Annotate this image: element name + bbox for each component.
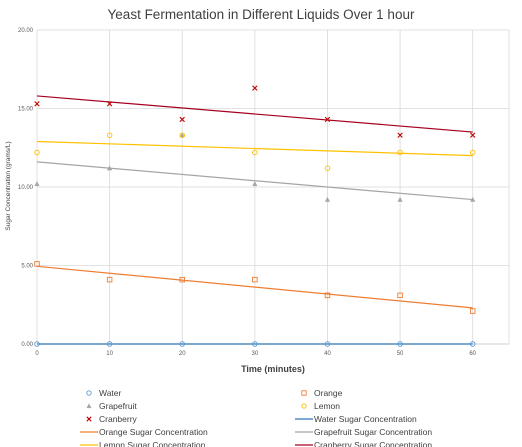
x-tick-label: 20 [179,351,186,357]
chart-title: Yeast Fermentation in Different Liquids … [108,7,415,22]
x-tick-label: 30 [252,351,259,357]
x-tick-label: 0 [35,351,39,357]
legend-label: Cranberry Sugar Concentration [314,440,432,447]
data-points [34,85,476,347]
x-axis-label: Time (minutes) [241,364,305,374]
grid-lines [36,29,510,345]
data-point-lemon [179,132,185,138]
data-point-orange [252,276,258,283]
y-tick-label: 0.00 [21,342,33,348]
data-point-lemon [397,149,403,156]
y-tick-label: 10.00 [18,185,34,191]
x-tick-label: 40 [324,351,331,357]
data-point-water [469,341,476,347]
data-point-orange [469,308,476,314]
data-point-cranberry [179,116,185,123]
legend-marker [86,390,92,396]
y-tick-label: 20.00 [18,28,34,34]
data-point-cranberry [470,132,476,138]
data-point-cranberry [324,116,331,123]
data-point-grapefruit [470,196,476,202]
data-point-orange [397,292,403,299]
y-axis-label: Sugar Concentration (grams/L) [5,141,12,230]
data-point-orange [179,276,185,283]
data-point-water [397,341,403,347]
data-point-water [252,341,258,347]
legend-label: Grapefruit Sugar Concentration [314,427,432,437]
data-point-cranberry [106,101,113,107]
data-point-lemon [106,132,113,138]
data-point-water [106,341,113,347]
trendline [36,95,473,133]
legend: Water Orange Grapefruit Lemon Cranberry Water… [80,388,432,447]
y-tick-labels: 0.00 5.00 10.00 15.00 20.00 [18,28,34,348]
data-point-grapefruit [252,181,258,187]
data-point-water [179,341,185,347]
data-point-lemon [324,165,331,171]
data-point-water [324,341,331,347]
legend-label: Lemon [314,401,340,411]
data-point-cranberry [397,132,403,138]
trendlines [36,95,473,345]
legend-label: Water Sugar Concentration [314,414,417,424]
data-point-orange [34,261,40,267]
data-point-grapefruit [106,165,113,171]
x-tick-label: 60 [469,351,476,357]
data-point-grapefruit [397,196,403,202]
y-tick-label: 5.00 [21,264,33,270]
x-tick-label: 10 [106,351,113,357]
trendline [36,140,473,157]
legend-marker [301,403,307,409]
x-tick-labels: 0 10 20 30 40 50 60 [35,351,476,357]
data-point-water [34,341,40,347]
legend-marker [86,403,92,409]
data-point-lemon [252,149,258,156]
data-point-orange [106,276,113,283]
data-point-grapefruit [324,196,331,202]
data-point-lemon [34,149,40,156]
data-point-cranberry [34,101,40,107]
legend-label: Grapefruit [99,401,137,411]
data-point-orange [324,292,331,299]
data-point-grapefruit [34,181,40,187]
data-point-lemon [469,149,476,156]
legend-marker [301,390,307,396]
legend-label: Lemon Sugar Concentration [99,440,206,447]
legend-label: Water [99,388,122,398]
trendline [36,265,473,309]
legend-label: Orange [314,388,343,398]
legend-label: Orange Sugar Concentration [99,427,208,437]
data-point-cranberry [252,85,258,91]
y-tick-label: 15.00 [18,107,34,113]
legend-label: Cranberry [99,414,138,424]
legend-marker [86,416,92,422]
x-tick-label: 50 [397,351,404,357]
